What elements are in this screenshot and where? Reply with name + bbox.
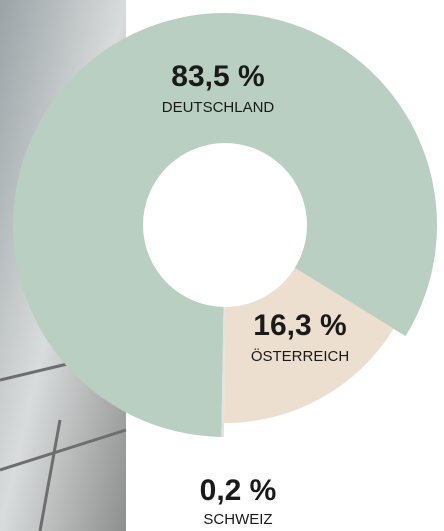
value-label: 83,5 % — [171, 60, 264, 93]
donut-hole — [143, 143, 307, 307]
category-label: SCHWEIZ — [203, 511, 272, 528]
value-label: 16,3 % — [253, 309, 346, 342]
chart: 83,5 % DEUTSCHLAND 16,3 % ÖSTERREICH 0,2… — [0, 0, 444, 531]
category-label: DEUTSCHLAND — [162, 99, 275, 116]
page: {"chart_data": {"type": "pie", "categori… — [0, 0, 444, 531]
value-label: 0,2 % — [200, 474, 277, 507]
category-label: ÖSTERREICH — [251, 347, 349, 365]
